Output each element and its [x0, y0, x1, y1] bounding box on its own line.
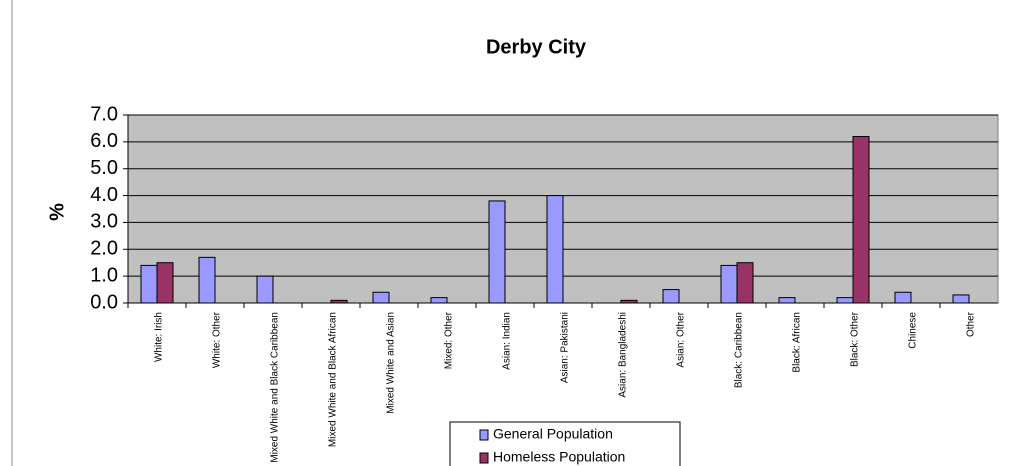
bar	[198, 256, 216, 304]
x-tick-label: Black: Caribbean	[734, 312, 745, 388]
bar	[852, 135, 870, 304]
bar	[546, 195, 564, 304]
x-tick-label: Chinese	[908, 312, 919, 349]
legend-label: General Population	[493, 426, 613, 442]
x-tick-label: Other	[966, 311, 977, 337]
legend-swatch	[479, 452, 489, 464]
x-tick-label: Mixed White and Asian	[386, 312, 397, 414]
bar	[736, 262, 754, 304]
y-tick-label: 1.0	[90, 264, 118, 286]
y-axis-label: %	[46, 203, 68, 221]
y-tick-label: 3.0	[90, 211, 118, 233]
chart-title: Derby City	[486, 36, 587, 58]
x-tick-label: Asian: Indian	[502, 312, 513, 370]
bar	[662, 289, 680, 304]
x-tick-label: Mixed: Other	[444, 311, 455, 369]
y-tick-label: 0.0	[90, 291, 118, 313]
x-tick-label: Black: African	[792, 312, 803, 373]
x-tick-label: Mixed White and Black Caribbean	[270, 312, 281, 463]
y-tick-label: 4.0	[90, 184, 118, 206]
x-tick-label: Asian: Other	[676, 311, 687, 367]
x-tick-label: White: Other	[212, 311, 223, 368]
bar	[256, 275, 274, 304]
x-tick-label: Asian: Pakistani	[560, 312, 571, 383]
bar	[720, 264, 738, 304]
x-tick-label: Asian: Bangladeshi	[618, 312, 629, 398]
bar	[488, 200, 506, 304]
y-tick-label: 2.0	[90, 238, 118, 260]
bar	[952, 294, 970, 304]
legend-label: Homeless Population	[493, 449, 625, 465]
x-tick-label: White: Irish	[154, 312, 165, 362]
x-tick-label: Black: Other	[850, 311, 861, 367]
legend-box	[449, 421, 681, 466]
y-tick-label: 6.0	[90, 130, 118, 152]
bar	[430, 297, 448, 304]
bar	[894, 291, 912, 304]
bar	[156, 262, 174, 304]
bar	[836, 297, 854, 304]
y-tick-label: 7.0	[90, 103, 118, 125]
legend-swatch	[479, 429, 489, 441]
x-tick-label: Mixed White and Black African	[328, 312, 339, 447]
bar	[778, 297, 796, 304]
y-tick-label: 5.0	[90, 157, 118, 179]
bar	[140, 264, 158, 304]
bar	[372, 291, 390, 304]
